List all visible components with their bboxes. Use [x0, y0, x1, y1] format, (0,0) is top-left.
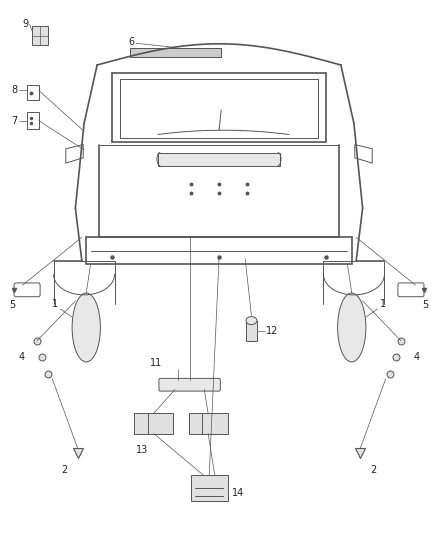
- Text: 12: 12: [265, 326, 278, 336]
- Text: 6: 6: [128, 37, 134, 47]
- Bar: [130, 47, 221, 57]
- Text: 14: 14: [232, 488, 244, 498]
- Text: 5: 5: [9, 300, 15, 310]
- Bar: [246, 320, 257, 341]
- Text: 7: 7: [12, 116, 18, 126]
- Text: 2: 2: [61, 465, 67, 475]
- FancyBboxPatch shape: [159, 378, 220, 391]
- Text: 11: 11: [150, 358, 162, 368]
- Text: 13: 13: [136, 445, 148, 455]
- Ellipse shape: [72, 293, 100, 362]
- Bar: [188, 414, 228, 433]
- Text: 5: 5: [423, 300, 429, 310]
- Bar: [27, 85, 39, 100]
- Bar: [86, 237, 352, 264]
- Bar: [158, 152, 280, 166]
- Text: 1: 1: [52, 298, 58, 309]
- Bar: [191, 475, 228, 501]
- Bar: [32, 26, 47, 45]
- Text: 8: 8: [12, 85, 18, 95]
- Text: 2: 2: [371, 465, 377, 475]
- Text: 1: 1: [380, 298, 386, 309]
- Text: 9: 9: [22, 19, 28, 29]
- Text: 4: 4: [18, 352, 25, 361]
- Ellipse shape: [338, 293, 366, 362]
- Text: 4: 4: [413, 352, 420, 361]
- Ellipse shape: [246, 317, 257, 325]
- Bar: [134, 414, 173, 433]
- Bar: [27, 112, 39, 128]
